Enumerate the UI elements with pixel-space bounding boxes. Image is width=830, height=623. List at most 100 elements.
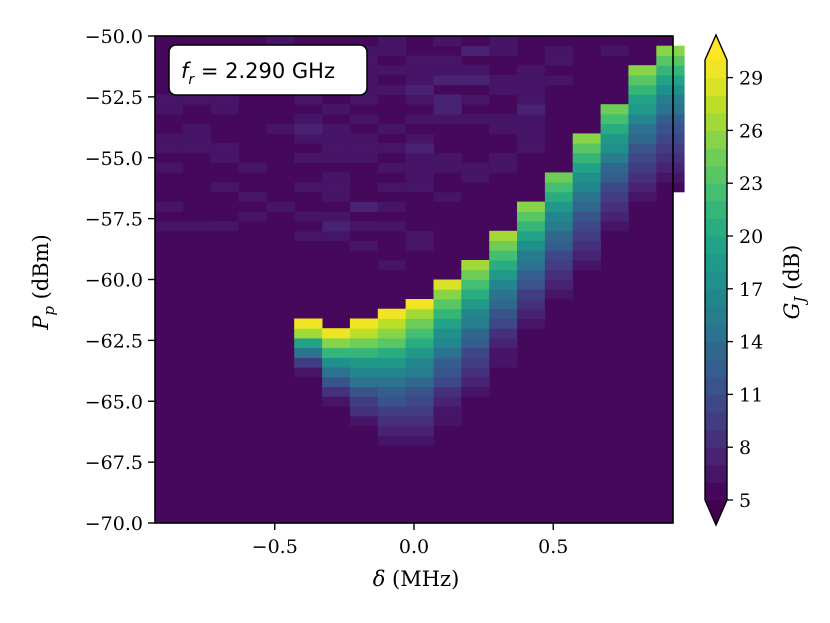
heatmap-cell	[544, 211, 574, 222]
heatmap-cell	[572, 230, 601, 241]
heatmap-cell	[461, 221, 490, 232]
colorbar-band	[705, 394, 727, 413]
heatmap-cell	[461, 191, 490, 202]
heatmap-cell	[294, 152, 323, 164]
heatmap-cell	[433, 337, 462, 349]
heatmap-cell	[517, 260, 546, 271]
heatmap-cell	[433, 299, 462, 310]
heatmap-cell	[544, 75, 574, 86]
heatmap-cell	[349, 425, 379, 436]
heatmap-cell	[182, 152, 212, 164]
colorbar-band	[705, 324, 727, 343]
colorbar-band	[705, 482, 727, 501]
y-axis-ticks: −50.0 −52.5 −55.0 −57.5 −60.0 −62.5 −65.0 −67.5…	[85, 26, 155, 535]
heatmap-cell	[294, 211, 323, 222]
heatmap-cell	[322, 143, 351, 154]
heatmap-cell	[461, 36, 490, 47]
heatmap-cell	[210, 182, 239, 193]
heatmap-cell	[377, 65, 407, 76]
colorbar-band	[705, 95, 727, 114]
heatmap-cell	[600, 55, 629, 66]
heatmap-cell	[405, 75, 434, 86]
heatmap-cell	[489, 162, 518, 173]
heatmap-cell	[461, 347, 490, 358]
heatmap-cell	[572, 143, 601, 154]
heatmap-cell	[377, 250, 407, 261]
colorbar-tick-label: 23	[739, 173, 763, 195]
heatmap-cell	[377, 191, 407, 202]
heatmap-cell	[349, 94, 379, 105]
heatmap-cell	[517, 75, 546, 86]
colorbar-extend-top	[705, 35, 727, 60]
heatmap-cell	[461, 337, 490, 349]
heatmap-cell	[294, 357, 323, 368]
heatmap-cell	[544, 182, 574, 193]
heatmap-cell	[322, 376, 351, 388]
heatmap-cell	[461, 386, 490, 397]
heatmap-cell	[377, 260, 407, 271]
heatmap-cell	[294, 162, 323, 173]
y-tick-label: −57.5	[85, 209, 143, 231]
heatmap-cell	[294, 328, 323, 339]
heatmap-cell	[322, 230, 351, 241]
heatmap-cell	[489, 337, 518, 349]
heatmap-cell	[349, 396, 379, 407]
heatmap-cell	[544, 240, 574, 251]
heatmap-cell	[349, 230, 379, 241]
heatmap-cell	[517, 133, 546, 144]
heatmap-cell	[433, 367, 462, 378]
heatmap-cell	[656, 182, 685, 193]
heatmap-cell	[433, 104, 462, 115]
colorbar-outline	[704, 33, 728, 527]
heatmap-cell	[656, 123, 685, 134]
heatmap-cell	[461, 123, 490, 134]
heatmap-cell	[628, 191, 657, 202]
heatmap-cell	[155, 113, 184, 125]
heatmap-cell	[572, 269, 601, 280]
heatmap-cell	[322, 337, 351, 349]
heatmap-cell	[266, 133, 295, 144]
heatmap-cell	[322, 240, 351, 251]
heatmap-cell	[656, 94, 685, 105]
colorbar-band	[705, 253, 727, 272]
heatmap-cell	[489, 152, 518, 164]
heatmap-cell	[294, 367, 323, 378]
heatmap-cell	[489, 347, 518, 358]
heatmap-cell	[294, 347, 323, 358]
heatmap-cell	[628, 123, 657, 134]
colorbar-band	[705, 341, 727, 360]
heatmap-cell	[628, 201, 657, 212]
heatmap-cell	[377, 162, 407, 173]
heatmap-cell	[238, 211, 267, 222]
heatmap-cell	[600, 45, 629, 56]
heatmap-cell	[405, 318, 434, 329]
heatmap-cell	[377, 55, 407, 66]
colorbar-tick-label: 26	[739, 120, 763, 142]
heatmap-cell	[600, 113, 629, 125]
colorbar: 5 8 11 14 17 20 23 26 29	[704, 33, 763, 527]
heatmap-cell	[572, 104, 601, 115]
annotation-sub: r	[188, 72, 195, 88]
heatmap-cell	[544, 55, 574, 66]
heatmap-cell	[377, 396, 407, 407]
heatmap-cell	[572, 182, 601, 193]
heatmap-cell	[572, 162, 601, 173]
heatmap-cell	[405, 347, 434, 358]
heatmap-cell	[517, 65, 546, 76]
heatmap-cell	[405, 240, 434, 251]
heatmap-cell	[572, 191, 601, 202]
heatmap-cell	[182, 182, 212, 193]
heatmap-cell	[322, 211, 351, 222]
heatmap-cell	[155, 143, 184, 154]
heatmap-cell	[210, 104, 239, 115]
heatmap-cell	[517, 84, 546, 95]
colorbar-band	[705, 165, 727, 184]
heatmap-cell	[489, 45, 518, 56]
heatmap-cell	[155, 94, 184, 105]
heatmap-cell	[544, 260, 574, 271]
heatmap-cell	[628, 133, 657, 144]
heatmap-cell	[628, 152, 657, 164]
heatmap-cell	[155, 221, 184, 232]
heatmap-cell	[377, 357, 407, 368]
